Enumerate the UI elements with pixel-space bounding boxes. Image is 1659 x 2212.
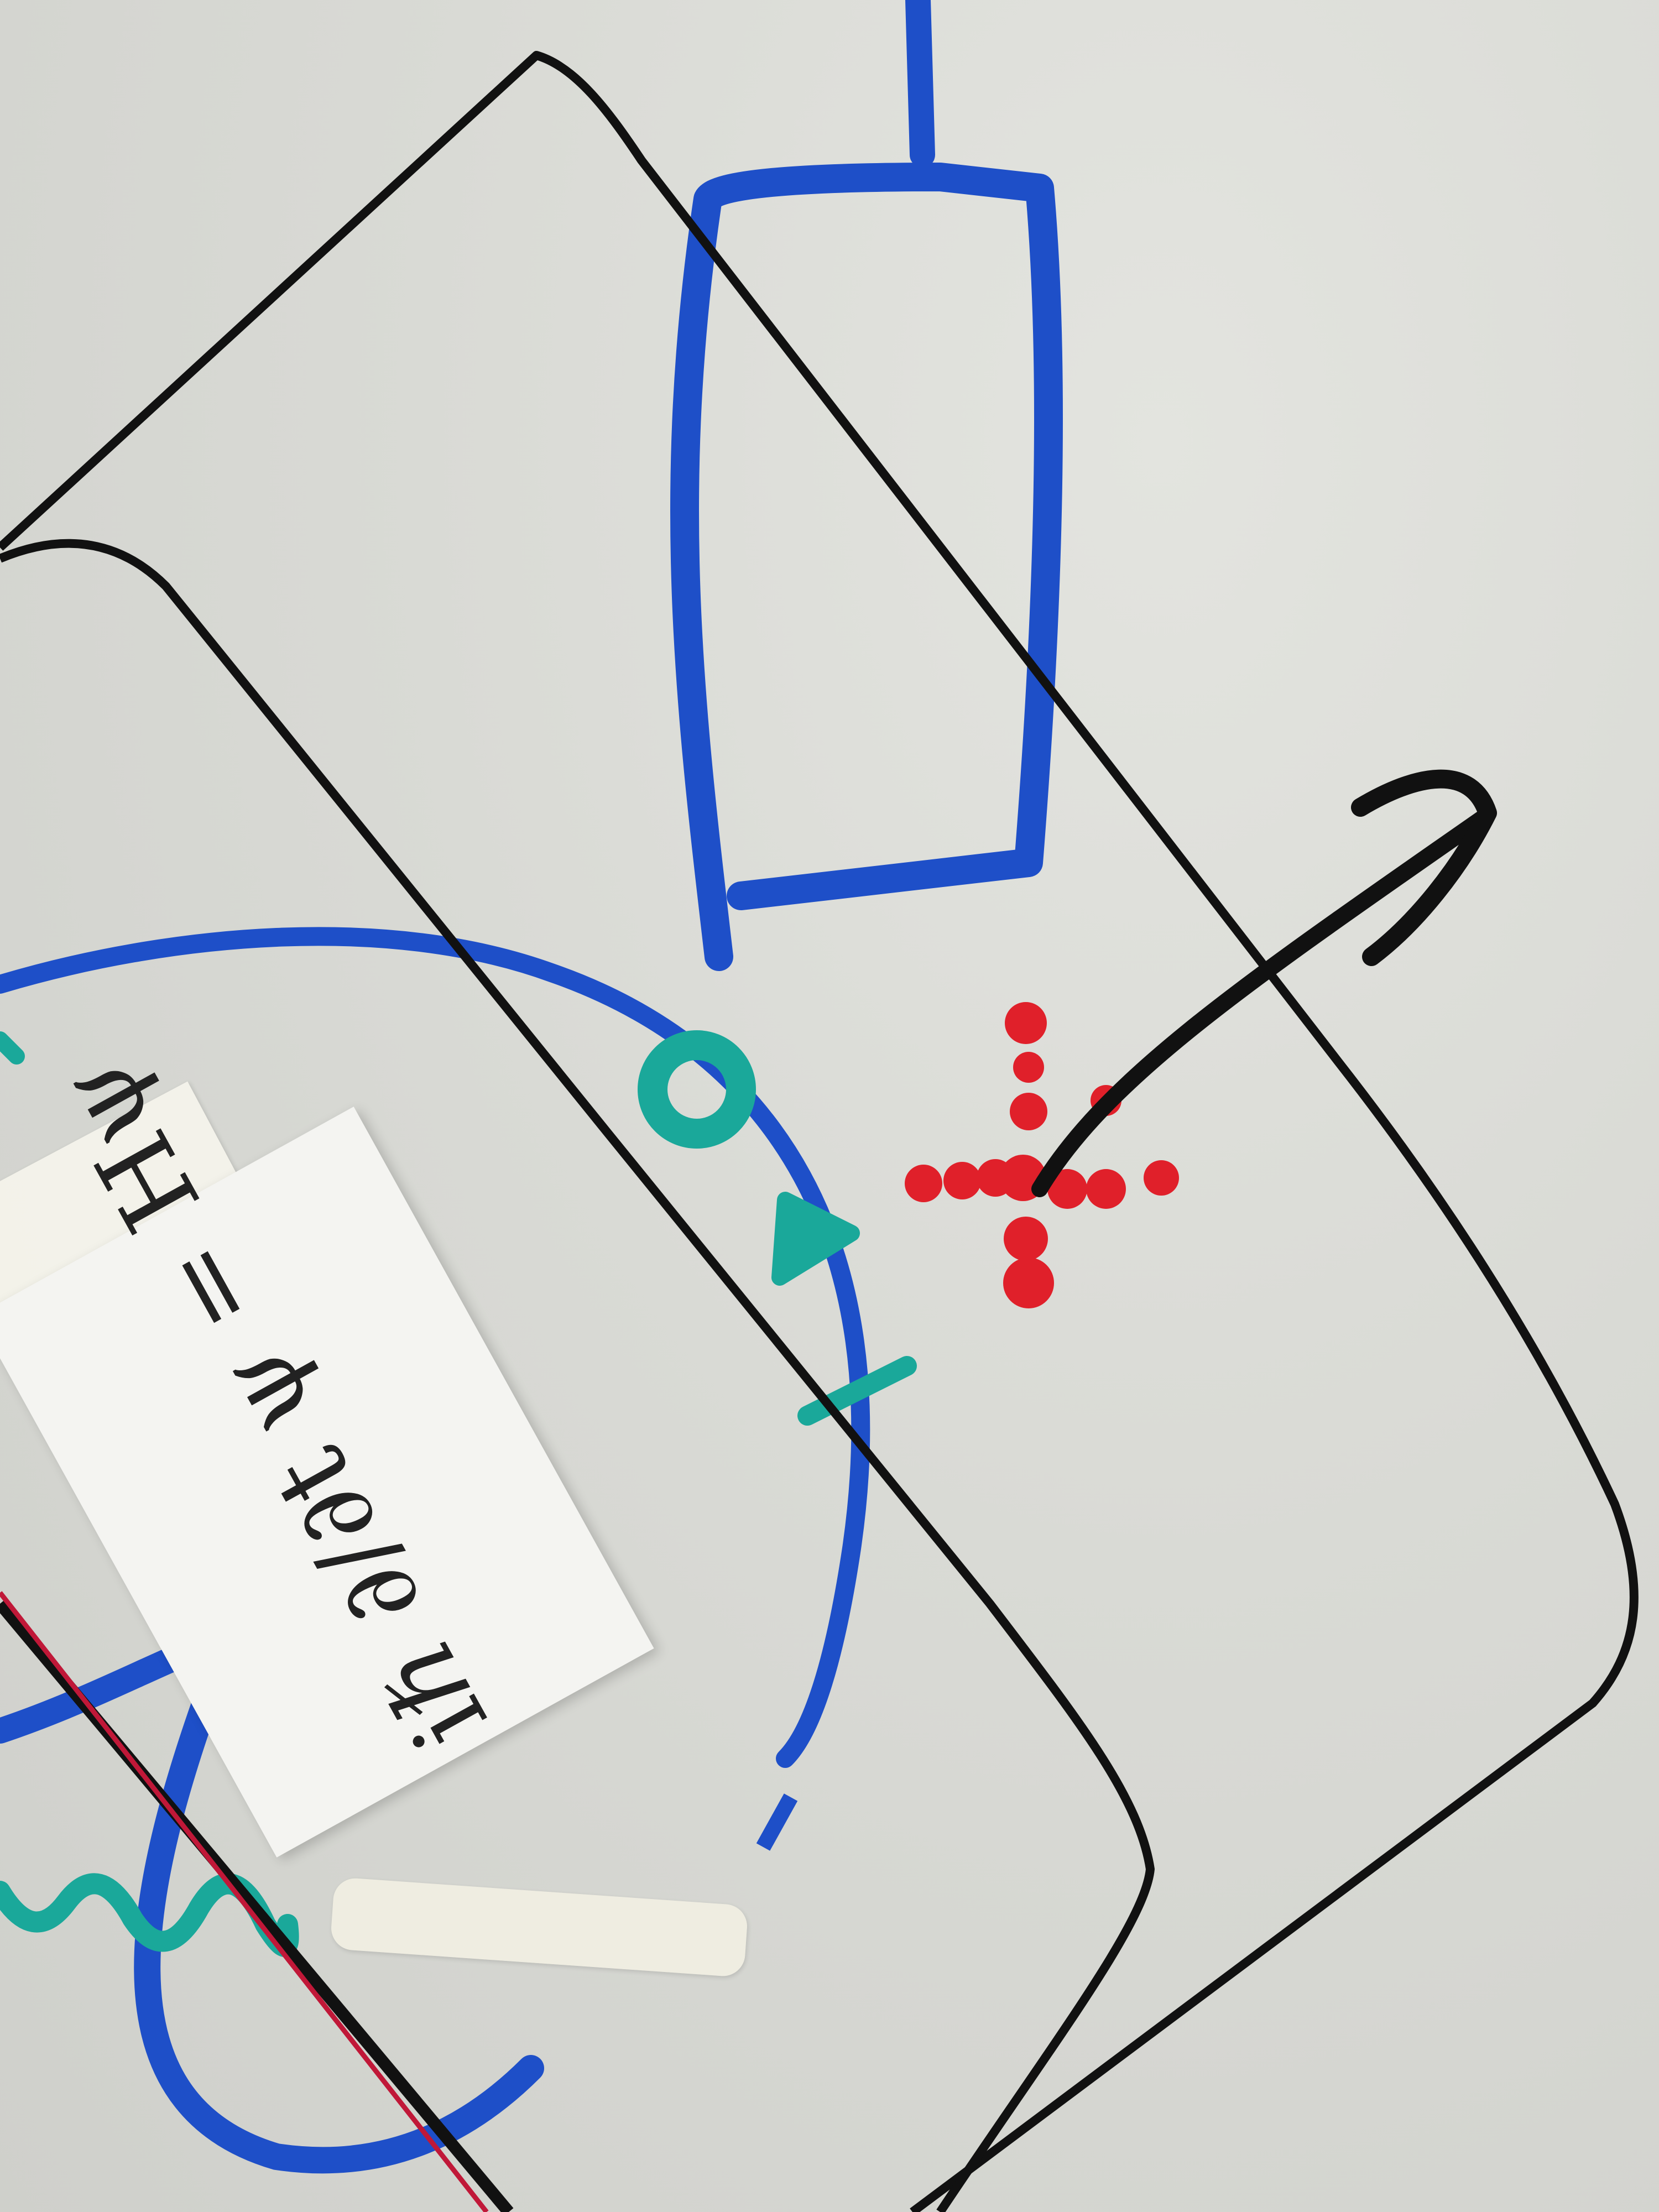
teal-triangle-marker xyxy=(771,1192,860,1286)
red-dotted-cross xyxy=(905,1002,1179,1308)
teal-ring-marker xyxy=(638,1030,756,1149)
teal-tick-marker xyxy=(797,1356,917,1426)
black-arrow-shaft xyxy=(1031,810,1490,1197)
black-inner-shape xyxy=(0,539,1155,2212)
black-red-diagonal xyxy=(0,1599,514,2212)
blue-arc-fragment xyxy=(756,1793,798,1851)
blue-rectangle xyxy=(670,163,1063,971)
teal-small-mark xyxy=(0,1031,25,1065)
red-diagonal xyxy=(0,1591,489,2212)
black-outer-shape xyxy=(0,51,1639,2212)
black-arrow-head xyxy=(1351,769,1497,966)
blue-top-line xyxy=(905,0,935,168)
